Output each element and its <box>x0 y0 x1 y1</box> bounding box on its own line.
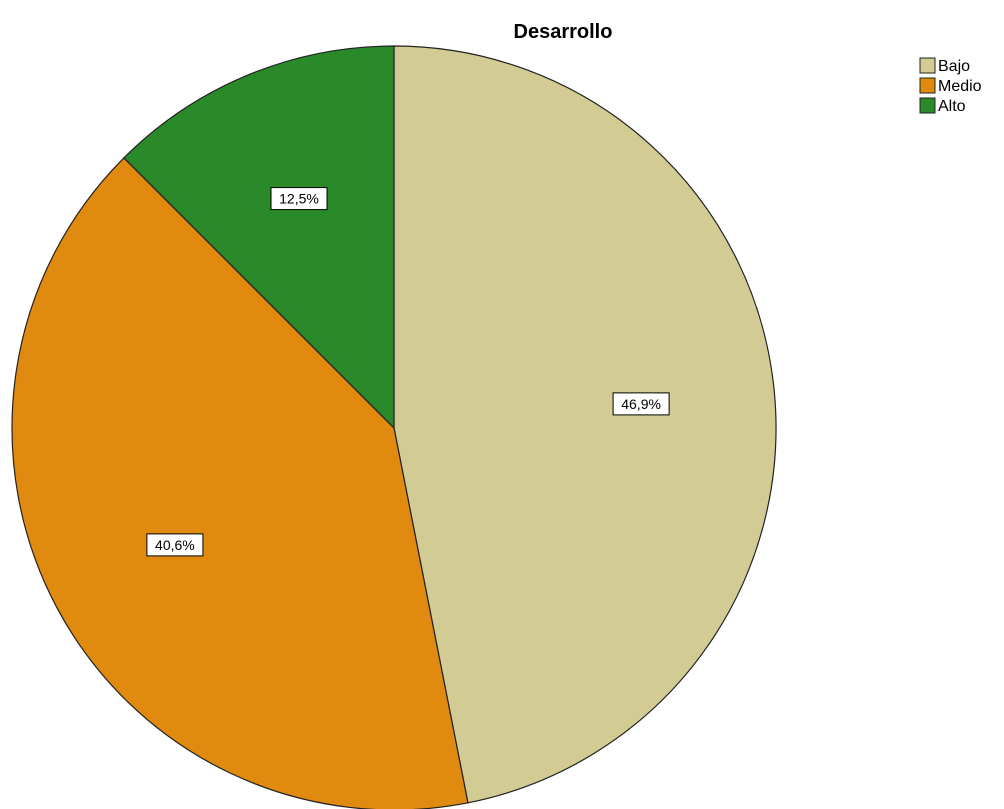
pie-slice-medio <box>11 157 469 809</box>
pie-data-labels: 46,9% 40,6% 12,5% <box>146 187 670 557</box>
legend-item-bajo: Bajo <box>919 57 970 75</box>
data-label-text: 46,9% <box>621 396 661 412</box>
legend-item-medio: Medio <box>919 77 982 95</box>
data-label-box <box>612 392 670 416</box>
pie-slice-bajo <box>393 45 777 804</box>
legend-item-alto: Alto <box>919 97 966 115</box>
data-label-box <box>270 187 328 211</box>
data-label-bajo: 46,9% <box>612 392 670 416</box>
legend-label-bajo: Bajo <box>938 58 970 75</box>
legend-label-alto: Alto <box>938 98 966 115</box>
pie-slice-alto <box>123 45 395 430</box>
data-label-text: 12,5% <box>279 191 319 207</box>
data-label-text: 40,6% <box>155 537 195 553</box>
legend-swatch-medio <box>919 77 936 94</box>
chart-title: Desarrollo <box>514 21 613 43</box>
legend: Bajo Medio Alto <box>919 57 982 115</box>
pie-slices <box>11 45 777 809</box>
data-label-box <box>146 533 204 557</box>
legend-swatch-bajo <box>919 57 936 74</box>
legend-label-medio: Medio <box>938 78 982 95</box>
data-label-medio: 40,6% <box>146 533 204 557</box>
data-label-alto: 12,5% <box>270 187 328 211</box>
legend-swatch-alto <box>919 97 936 114</box>
